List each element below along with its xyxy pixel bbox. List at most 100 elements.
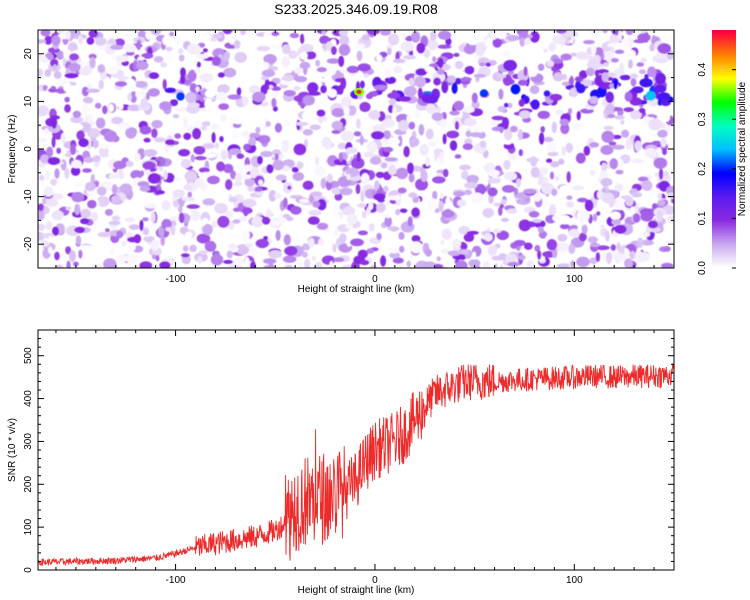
heatmap-cell: [204, 89, 217, 98]
heatmap-cell: [553, 72, 564, 82]
colorbar-step: [712, 224, 736, 227]
heatmap-cell: [376, 232, 382, 241]
heatmap-cell: [489, 118, 500, 126]
snr-panel: -100 0 100 0 100 200 300 400 500 Height of stra…: [7, 329, 675, 596]
heatmap-cell: [262, 84, 270, 91]
heatmap-cell: [143, 235, 155, 243]
heatmap-cell: [146, 222, 157, 230]
heatmap-cell: [642, 231, 651, 238]
heatmap-cell: [322, 64, 337, 77]
heatmap-cell: [199, 72, 214, 83]
heatmap-cell: [601, 130, 615, 143]
heatmap-cell: [441, 228, 452, 240]
heatmap-cell: [237, 216, 248, 222]
heatmap-cell: [139, 185, 151, 192]
heatmap-cell: [464, 189, 473, 196]
heatmap-cell: [108, 104, 114, 112]
heatmap-cell: [72, 110, 82, 118]
colorbar-step: [712, 99, 736, 102]
colorbar-step: [712, 178, 736, 182]
heatmap-cell: [456, 199, 467, 207]
heatmap-cell: [134, 152, 141, 162]
heatmap-cell: [283, 213, 291, 219]
heatmap-cell: [576, 256, 590, 268]
colorbar-step: [712, 216, 736, 220]
heatmap-cell: [614, 183, 624, 192]
heatmap-cell: [196, 233, 211, 244]
heatmap-cell: [445, 196, 451, 208]
heatmap-cell: [56, 50, 65, 60]
heatmap-cell: [631, 159, 645, 164]
colorbar-step: [712, 210, 736, 214]
x-tick-label: 0: [372, 575, 378, 586]
heatmap-cell: [233, 181, 243, 187]
colorbar-step: [712, 47, 736, 51]
heatmap-cell: [258, 179, 264, 186]
heatmap-cell: [125, 253, 139, 264]
heatmap-cell: [42, 197, 47, 205]
heatmap-cell: [104, 208, 114, 216]
heatmap-cell: [380, 162, 388, 169]
heatmap-cell: [589, 169, 596, 176]
heatmap-cell: [438, 30, 452, 40]
heatmap-cell: [515, 178, 522, 188]
heatmap-cell: [197, 256, 203, 264]
heatmap-cell: [226, 250, 233, 259]
heatmap-cell: [651, 140, 662, 146]
heatmap-cell: [96, 186, 107, 196]
heatmap-cell: [517, 79, 528, 86]
heatmap-cell: [561, 146, 566, 156]
x-tick-label: -100: [166, 575, 186, 586]
heatmap-cell: [556, 30, 567, 34]
heatmap-cell: [265, 121, 271, 127]
colorbar-step: [712, 206, 736, 210]
heatmap-cell: [217, 84, 230, 94]
colorbar-step: [712, 121, 736, 124]
heatmap-cell: [171, 196, 177, 202]
heatmap-cell: [537, 250, 542, 260]
heatmap-cell: [263, 32, 269, 38]
heatmap-cell: [76, 130, 85, 141]
heatmap-cell: [590, 243, 600, 248]
heatmap-cell: [602, 192, 615, 204]
heatmap-cell: [551, 188, 558, 196]
heatmap-cell: [363, 151, 375, 158]
heatmap-cell: [178, 54, 185, 62]
heatmap-cell: [493, 30, 507, 36]
heatmap-cell: [51, 116, 57, 129]
heatmap-cell: [654, 84, 667, 93]
heatmap-cell: [144, 202, 158, 209]
heatmap-cell: [255, 126, 261, 134]
heatmap-cell: [202, 143, 215, 149]
heatmap-cell: [38, 203, 44, 212]
heatmap-cell: [399, 33, 408, 38]
heatmap-cell: [620, 119, 625, 125]
heatmap-cell: [211, 132, 216, 144]
heatmap-cell: [551, 66, 558, 72]
heatmap-cell: [432, 56, 437, 63]
heatmap-cell: [74, 181, 83, 188]
heatmap-cell: [126, 51, 135, 56]
heatmap-cell: [147, 88, 160, 97]
heatmap-cell: [373, 84, 388, 91]
heatmap-cell: [596, 211, 601, 216]
heatmap-cell: [244, 243, 254, 248]
colorbar-ticks: 0.0 0.1 0.2 0.3 0.4: [697, 62, 736, 275]
colorbar-step: [712, 129, 736, 132]
heatmap-cell: [108, 220, 121, 226]
heatmap-cell: [610, 211, 621, 221]
heatmap-cell: [151, 254, 157, 260]
heatmap-cell: [181, 197, 196, 202]
heatmap-cell: [615, 169, 624, 175]
heatmap-cell: [283, 197, 288, 208]
heatmap-cell: [383, 185, 389, 192]
heatmap-cell: [202, 48, 208, 53]
heatmap-cell: [601, 188, 606, 193]
heatmap-cell: [425, 249, 432, 257]
heatmap-cell: [575, 51, 590, 60]
heatmap-cell: [484, 36, 494, 48]
heatmap-cell: [38, 231, 45, 241]
heatmap-cell: [320, 85, 327, 94]
heatmap-cell: [523, 188, 537, 194]
colorbar-step: [712, 190, 736, 194]
